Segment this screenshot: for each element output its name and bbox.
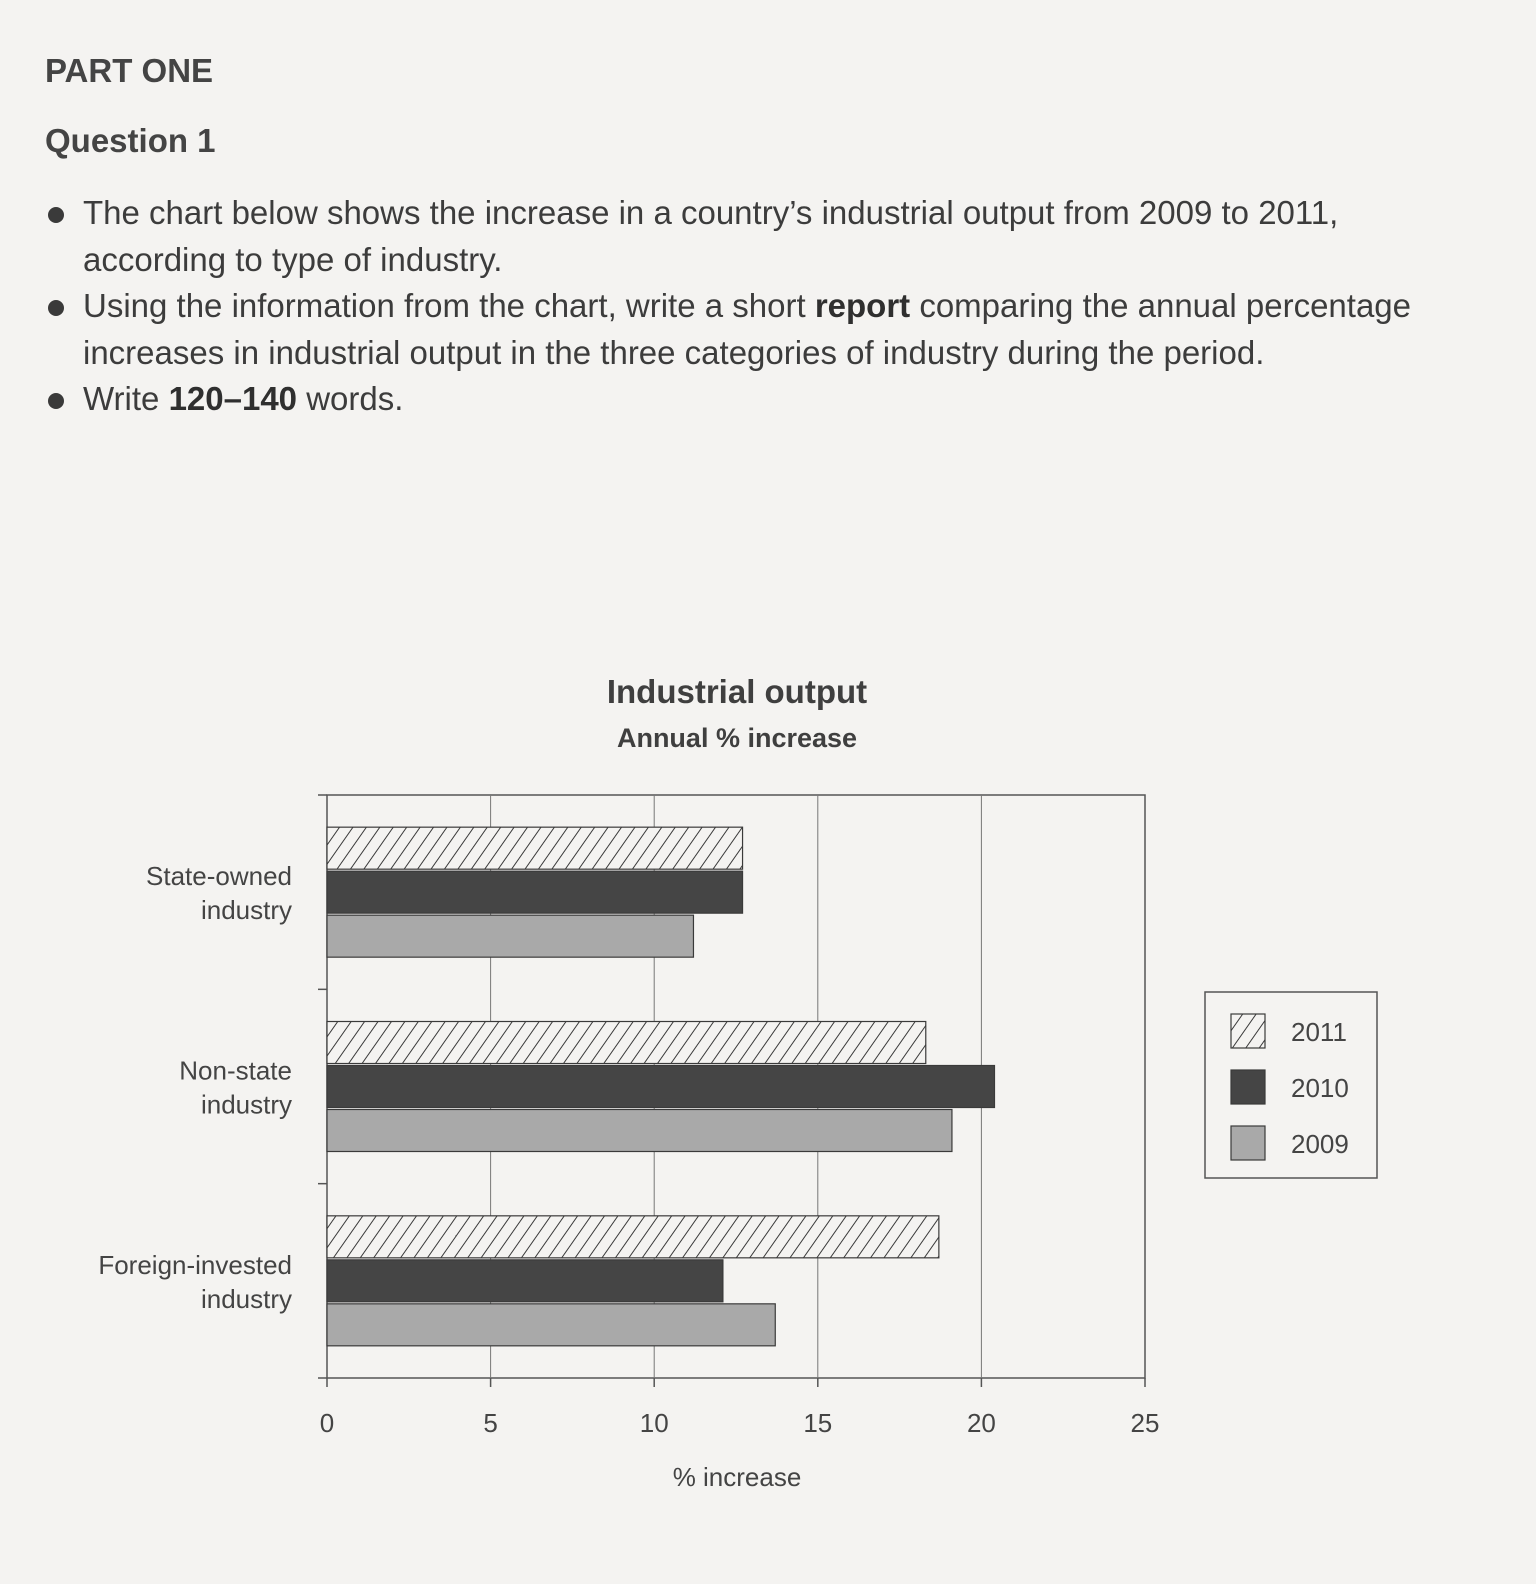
- category-label: Foreign-invested industry: [98, 1250, 292, 1314]
- question-title: Question 1: [45, 122, 216, 159]
- instruction-text: Write: [83, 380, 169, 417]
- x-tick-label: 0: [320, 1408, 334, 1438]
- instruction-item: Using the information from the chart, wr…: [45, 283, 1475, 376]
- bar: [326, 1064, 996, 1109]
- bullet-icon: [48, 393, 64, 409]
- x-axis-label: % increase: [673, 1462, 802, 1492]
- category-label-line: Non-state: [179, 1056, 292, 1086]
- chart-subtitle: Annual % increase: [617, 723, 857, 753]
- legend-label: 2010: [1291, 1073, 1349, 1103]
- bullet-icon: [48, 207, 64, 223]
- instruction-text: comparing the annual percentage increase…: [83, 287, 1412, 371]
- legend-swatch: [1230, 1013, 1266, 1049]
- x-tick-label: 5: [483, 1408, 497, 1438]
- category-label-line: industry: [201, 1284, 292, 1314]
- plot-area: 0 5 10 15 20 25 State-owned industry Non-state in…: [98, 794, 1160, 1438]
- legend-swatch: [1230, 1125, 1266, 1161]
- instruction-item: The chart below shows the increase in a …: [45, 190, 1475, 283]
- instruction-text: The chart below shows the increase in a …: [83, 194, 1339, 278]
- x-tick-label: 10: [640, 1408, 669, 1438]
- industrial-output-chart: Industrial output Annual % increase 0 5 10…: [98, 673, 1378, 1492]
- bar: [326, 870, 744, 914]
- x-tick-label: 15: [803, 1408, 832, 1438]
- bar: [326, 1215, 940, 1259]
- category-label-line: Foreign-invested: [98, 1250, 292, 1280]
- instruction-bold-text: 120–140: [168, 380, 298, 417]
- legend-label: 2009: [1291, 1129, 1349, 1159]
- legend-box: [1204, 991, 1378, 1179]
- instruction-bold-text: report: [814, 287, 911, 324]
- legend-swatch: [1230, 1069, 1266, 1105]
- category-label: State-owned industry: [146, 861, 292, 925]
- x-tick-label: 20: [967, 1408, 996, 1438]
- instruction-item: Write 120–140 words.: [45, 376, 1475, 423]
- category-label-line: State-owned: [146, 861, 292, 891]
- bar: [326, 1259, 724, 1303]
- category-label-line: industry: [201, 895, 292, 925]
- chart-title: Industrial output: [607, 673, 867, 710]
- x-tick-label: 25: [1131, 1408, 1160, 1438]
- instruction-text: words.: [297, 380, 404, 417]
- bar: [326, 1020, 927, 1065]
- bar: [326, 1303, 776, 1347]
- category-label: Non-state industry: [179, 1056, 292, 1120]
- instruction-list: The chart below shows the increase in a …: [45, 190, 1475, 423]
- bar: [326, 1108, 953, 1153]
- category-label-line: industry: [201, 1090, 292, 1120]
- bullet-icon: [48, 300, 64, 316]
- legend: 2011 2010 2009: [1204, 991, 1378, 1179]
- legend-label: 2011: [1291, 1017, 1347, 1047]
- part-title: PART ONE: [45, 52, 214, 89]
- instruction-text: Using the information from the chart, wr…: [83, 287, 815, 324]
- bar: [326, 826, 744, 870]
- bar: [326, 914, 695, 958]
